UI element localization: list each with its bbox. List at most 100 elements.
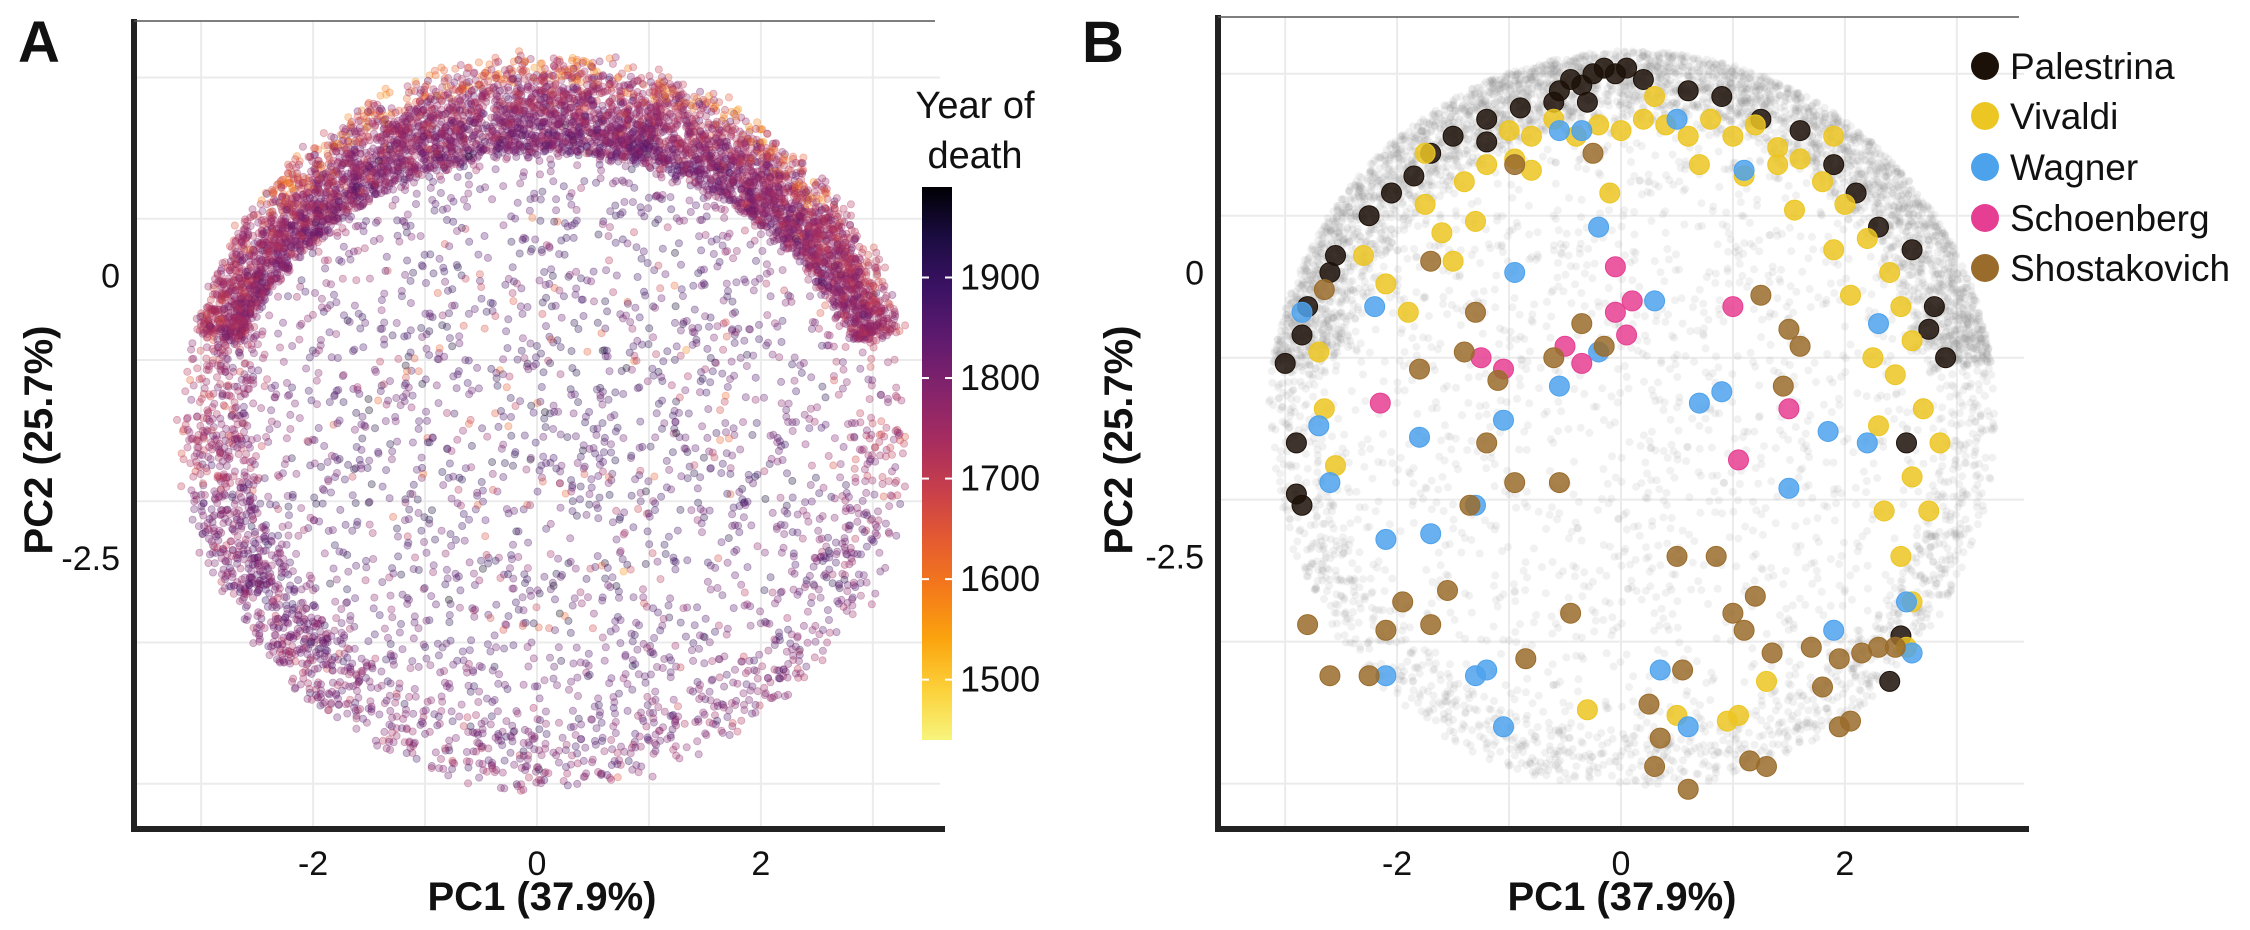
scatter-point bbox=[443, 139, 452, 148]
scatter-point bbox=[550, 217, 559, 226]
scatter-point bbox=[884, 358, 893, 367]
scatter-point bbox=[429, 269, 438, 278]
scatter-point bbox=[291, 657, 300, 666]
scatter-point bbox=[862, 488, 871, 497]
scatter-point bbox=[604, 395, 613, 404]
scatter-point bbox=[898, 449, 907, 458]
scatter-point bbox=[628, 637, 637, 646]
scatter-point bbox=[862, 332, 871, 341]
scatter-point bbox=[840, 293, 849, 302]
scatter-point bbox=[264, 492, 273, 501]
scatter-point bbox=[671, 248, 680, 257]
scatter-point bbox=[715, 673, 724, 682]
scatter-point bbox=[775, 437, 784, 446]
scatter-point bbox=[204, 416, 213, 425]
scatter-point bbox=[858, 299, 867, 308]
scatter-point bbox=[426, 661, 435, 670]
scatter-point bbox=[361, 576, 370, 585]
scatter-point bbox=[238, 243, 247, 252]
scatter-point bbox=[502, 383, 511, 392]
scatter-point bbox=[398, 163, 407, 172]
scatter-point bbox=[728, 510, 737, 519]
scatter-point bbox=[540, 769, 549, 778]
scatter-point bbox=[803, 607, 812, 616]
scatter-point bbox=[729, 153, 738, 162]
scatter-point bbox=[546, 144, 555, 153]
scatter-point bbox=[552, 132, 561, 141]
scatter-point bbox=[436, 755, 445, 764]
scatter-point bbox=[395, 679, 404, 688]
scatter-point bbox=[547, 160, 556, 169]
scatter-point bbox=[722, 173, 731, 182]
scatter-point bbox=[433, 152, 442, 161]
scatter-point bbox=[506, 129, 515, 138]
scatter-point bbox=[811, 621, 820, 630]
scatter-point bbox=[679, 80, 688, 89]
scatter-point bbox=[379, 139, 388, 148]
scatter-point bbox=[867, 354, 876, 363]
scatter-point bbox=[813, 178, 822, 187]
scatter-point bbox=[761, 161, 770, 170]
scatter-point bbox=[441, 277, 450, 286]
scatter-point bbox=[508, 289, 517, 298]
scatter-point bbox=[533, 763, 542, 772]
scatter-point bbox=[760, 201, 769, 210]
scatter-point bbox=[843, 598, 852, 607]
scatter-point bbox=[838, 230, 847, 239]
scatter-point bbox=[353, 192, 362, 201]
scatter-point bbox=[252, 580, 261, 589]
scatter-point bbox=[309, 196, 318, 205]
scatter-point bbox=[632, 109, 641, 118]
scatter-point bbox=[358, 666, 367, 675]
scatter-point bbox=[450, 125, 459, 134]
scatter-point bbox=[350, 644, 359, 653]
scatter-point bbox=[474, 384, 483, 393]
scatter-point bbox=[412, 131, 421, 140]
scatter-point bbox=[689, 281, 698, 290]
scatter-point bbox=[532, 767, 541, 776]
scatter-point bbox=[267, 551, 276, 560]
scatter-point bbox=[172, 415, 181, 424]
scatter-point bbox=[289, 175, 298, 184]
scatter-point bbox=[719, 345, 728, 354]
scatter-point bbox=[674, 80, 683, 89]
scatter-point bbox=[617, 136, 626, 145]
scatter-point bbox=[285, 163, 294, 172]
scatter-point bbox=[409, 709, 418, 718]
scatter-point bbox=[645, 540, 654, 549]
scatter-point bbox=[374, 396, 383, 405]
scatter-point bbox=[656, 106, 665, 115]
scatter-point bbox=[547, 302, 556, 311]
scatter-point bbox=[818, 382, 827, 391]
scatter-point bbox=[477, 147, 486, 156]
scatter-point bbox=[362, 192, 371, 201]
scatter-point bbox=[311, 208, 320, 217]
scatter-point bbox=[274, 531, 283, 540]
scatter-point bbox=[628, 661, 637, 670]
scatter-point bbox=[323, 458, 332, 467]
scatter-point bbox=[258, 354, 267, 363]
scatter-point bbox=[866, 319, 875, 328]
scatter-point bbox=[896, 499, 905, 508]
scatter-point bbox=[480, 324, 489, 333]
scatter-point bbox=[693, 484, 702, 493]
scatter-point bbox=[508, 263, 517, 272]
scatter-point bbox=[753, 173, 762, 182]
scatter-point bbox=[614, 72, 623, 81]
scatter-point bbox=[439, 764, 448, 773]
scatter-point bbox=[648, 126, 657, 135]
scatter-point bbox=[684, 409, 693, 418]
scatter-point bbox=[466, 722, 475, 731]
scatter-point bbox=[727, 161, 736, 170]
scatter-point bbox=[594, 230, 603, 239]
scatter-point bbox=[804, 245, 813, 254]
scatter-point bbox=[801, 440, 810, 449]
scatter-point bbox=[444, 743, 453, 752]
scatter-point bbox=[515, 141, 524, 150]
scatter-point bbox=[634, 504, 643, 513]
scatter-point bbox=[678, 292, 687, 301]
scatter-point bbox=[604, 581, 613, 590]
scatter-point bbox=[453, 173, 462, 182]
scatter-point bbox=[267, 223, 276, 232]
scatter-point bbox=[852, 265, 861, 274]
